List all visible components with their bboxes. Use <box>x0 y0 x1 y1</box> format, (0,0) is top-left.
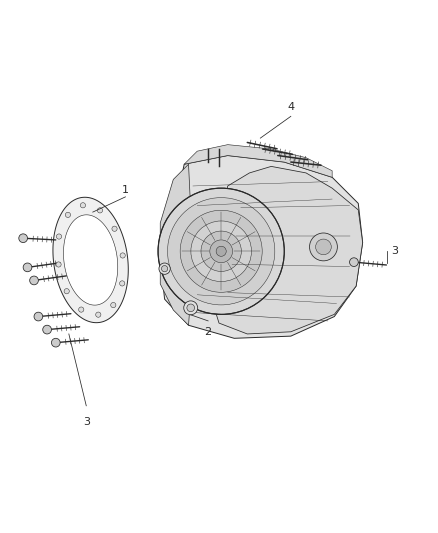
Circle shape <box>97 208 102 213</box>
Polygon shape <box>53 197 128 322</box>
Circle shape <box>111 302 116 308</box>
Circle shape <box>79 307 84 312</box>
Circle shape <box>57 234 62 239</box>
Circle shape <box>64 288 69 294</box>
Text: 2: 2 <box>205 327 212 337</box>
Circle shape <box>65 212 71 217</box>
Circle shape <box>51 338 60 347</box>
Circle shape <box>191 221 251 281</box>
Circle shape <box>180 210 262 292</box>
Text: 3: 3 <box>391 246 398 256</box>
Text: 3: 3 <box>83 417 90 426</box>
Circle shape <box>187 304 194 312</box>
Polygon shape <box>184 144 332 177</box>
Circle shape <box>34 312 43 321</box>
Circle shape <box>350 258 358 266</box>
Polygon shape <box>160 156 363 338</box>
Circle shape <box>216 246 226 256</box>
Circle shape <box>56 262 61 267</box>
Circle shape <box>19 234 28 243</box>
Circle shape <box>201 231 241 271</box>
Circle shape <box>95 312 101 317</box>
Text: 1: 1 <box>122 185 129 195</box>
Circle shape <box>162 265 168 272</box>
Circle shape <box>210 240 233 263</box>
Circle shape <box>120 281 125 286</box>
Circle shape <box>159 263 170 274</box>
Circle shape <box>184 301 198 315</box>
Circle shape <box>120 253 125 258</box>
Circle shape <box>30 276 39 285</box>
Circle shape <box>167 198 275 305</box>
Circle shape <box>158 188 284 314</box>
Circle shape <box>316 239 331 255</box>
Polygon shape <box>210 166 363 334</box>
Circle shape <box>23 263 32 272</box>
Circle shape <box>80 203 85 208</box>
Polygon shape <box>64 215 118 305</box>
Circle shape <box>310 233 337 261</box>
Polygon shape <box>160 164 193 325</box>
Circle shape <box>112 226 117 231</box>
Circle shape <box>43 325 51 334</box>
Text: 4: 4 <box>287 102 294 112</box>
